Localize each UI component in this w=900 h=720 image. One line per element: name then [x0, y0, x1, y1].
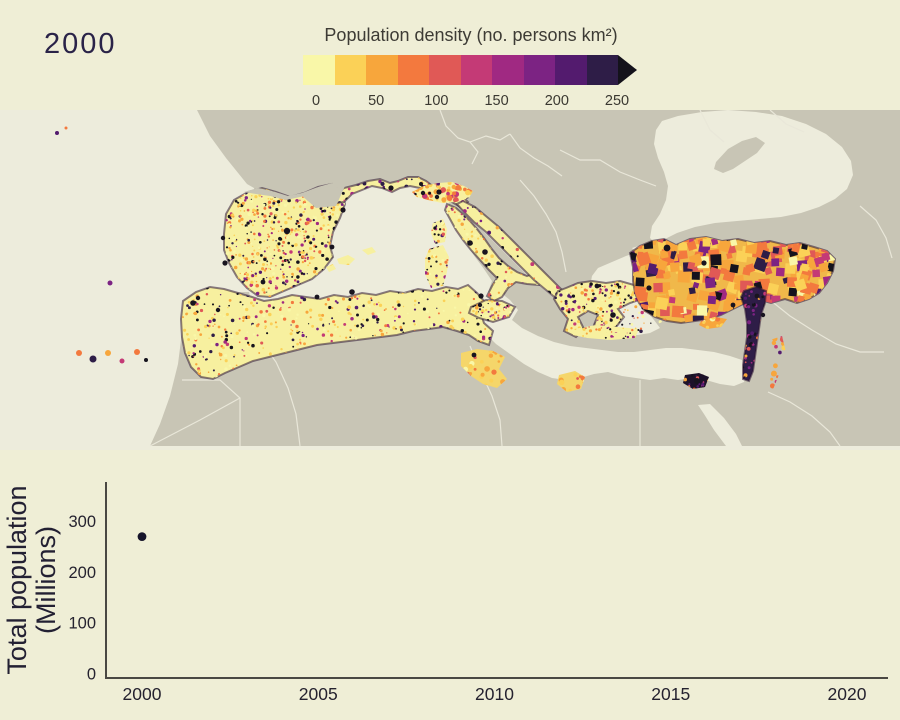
year-label: 2000 [44, 28, 117, 60]
colorbar-tick-label: 200 [544, 93, 569, 109]
data-point [137, 532, 147, 542]
y-tick-label: 200 [68, 564, 96, 582]
colorbar-segment [555, 55, 587, 85]
colorbar-tick-label: 0 [311, 93, 321, 109]
x-tick-label: 2010 [475, 684, 514, 704]
colorbar-tick-label: 250 [604, 93, 630, 109]
colorbar-segment [397, 55, 429, 85]
y-tick-label: 100 [68, 615, 96, 633]
colorbar-segment [492, 55, 524, 85]
chart-plot-area: 0 100 200 300 2000 2005 2010 2015 2020 [68, 513, 866, 704]
country-borders [149, 110, 893, 447]
total-population-chart: Total population (Millions) 0 100 200 300 20… [2, 482, 888, 704]
region-italy [443, 202, 547, 303]
atlantic-islands-dots [55, 126, 148, 364]
colorbar-title: Population density (no. persons km²) [324, 25, 618, 45]
city-density-dots [190, 182, 766, 384]
colorbar-arrow [618, 55, 637, 85]
colorbar-tick-label: 100 [424, 93, 449, 109]
colorbar [303, 55, 637, 85]
region-tripoli-coast [461, 349, 507, 388]
region-sardinia [425, 245, 449, 288]
crimea-peninsula [714, 137, 765, 173]
mediterranean-density-map [0, 110, 900, 450]
colorbar-segment [586, 55, 618, 85]
x-tick-label: 2000 [123, 684, 162, 704]
colorbar-segment [303, 55, 335, 85]
x-tick-label: 2015 [651, 684, 690, 704]
y-axis-label-line2: (Millions) [31, 526, 61, 634]
colorbar-segment [334, 55, 366, 85]
colorbar-segment [366, 55, 398, 85]
colorbar-segment [429, 55, 461, 85]
y-tick-label: 300 [68, 513, 96, 531]
colorbar-segment [460, 55, 492, 85]
population-density-regions [179, 176, 837, 392]
region-crete [573, 325, 639, 340]
y-axis-label-line1: Total population [2, 485, 32, 674]
colorbar-tick-label: 150 [484, 93, 509, 109]
y-tick-label: 0 [87, 665, 96, 683]
watershed-gray-overlays [244, 183, 345, 208]
x-tick-label: 2005 [299, 684, 338, 704]
colorbar-tick-label: 50 [368, 93, 385, 109]
x-tick-label: 2020 [828, 684, 867, 704]
colorbar-segment [523, 55, 555, 85]
region-balearic-islands [326, 247, 376, 272]
